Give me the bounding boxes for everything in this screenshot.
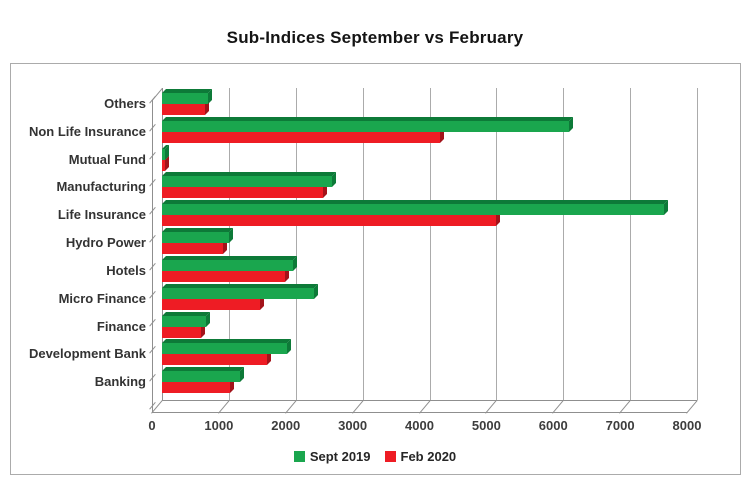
category-label: Life Insurance	[57, 207, 146, 223]
bar-feb-2020	[162, 211, 500, 227]
bar-face	[162, 232, 229, 244]
category-label: Hydro Power	[65, 235, 146, 251]
bar-sept-2019	[162, 144, 169, 160]
bar-feb-2020	[162, 266, 290, 282]
bar-sept-2019	[162, 89, 213, 104]
bar-face	[162, 315, 207, 327]
bar-face	[162, 215, 496, 227]
bar-feb-2020	[162, 127, 444, 143]
legend-swatch-icon	[293, 451, 305, 462]
x-tick-label-1000: 1000	[204, 418, 234, 433]
gridline-7000	[630, 88, 632, 400]
gridline-2000	[295, 88, 297, 400]
bar-face	[162, 204, 664, 216]
legend: Sept 2019 Feb 2020	[0, 449, 750, 464]
bar-face	[162, 159, 165, 171]
gridline-3000	[362, 88, 364, 400]
bar-face	[162, 131, 440, 143]
bar-sept-2019	[162, 283, 319, 299]
bar-feb-2020	[162, 378, 234, 394]
bar-face	[162, 176, 332, 188]
bar-sept-2019	[162, 255, 298, 271]
bar-feb-2020	[162, 100, 209, 115]
bar-sept-2019	[162, 311, 211, 327]
gridline-8000	[697, 88, 698, 400]
bar-face	[162, 243, 223, 255]
bar-face	[162, 298, 260, 310]
legend-item-sept-2019: Sept 2019	[293, 449, 371, 464]
category-label: Micro Finance	[58, 290, 146, 306]
bar-sept-2019	[162, 367, 244, 383]
bar-face	[162, 187, 323, 199]
chart-title: Sub-Indices September vs February	[226, 28, 524, 47]
category-label: Others	[104, 96, 146, 111]
x-tick-label-4000: 4000	[405, 418, 434, 433]
bar-face	[162, 382, 230, 394]
bar-sept-2019	[162, 172, 336, 188]
category-label: Finance	[96, 318, 146, 334]
gridline-4000	[429, 88, 431, 400]
bar-feb-2020	[162, 183, 327, 199]
legend-swatch-icon	[384, 451, 396, 462]
bar-sept-2019	[162, 339, 292, 355]
legend-label: Feb 2020	[400, 449, 457, 464]
bar-face	[162, 120, 569, 132]
bar-face	[162, 270, 286, 282]
left-wall-front-edge	[152, 100, 153, 412]
x-tick-label-2000: 2000	[271, 418, 301, 433]
bar-face	[162, 354, 267, 366]
legend-item-feb-2020: Feb 2020	[384, 449, 457, 464]
gridline-1000	[228, 88, 230, 400]
category-label: Banking	[94, 374, 146, 390]
x-tick-label-6000: 6000	[538, 418, 568, 433]
category-label: Hotels	[106, 262, 146, 278]
bar-face	[162, 93, 209, 104]
bar-feb-2020	[162, 322, 205, 338]
bar-sept-2019	[162, 228, 233, 244]
gridline-6000	[563, 88, 565, 400]
gridline-5000	[496, 88, 498, 400]
bar-face	[162, 371, 240, 383]
category-label: Development Bank	[28, 346, 146, 362]
x-tick-label-5000: 5000	[471, 418, 501, 433]
bar-face	[162, 326, 201, 338]
legend-label: Sept 2019	[309, 449, 371, 464]
x-tick-label-8000: 8000	[672, 418, 702, 433]
bar-face	[162, 259, 294, 271]
bar-face	[162, 343, 288, 355]
bar-feb-2020	[162, 350, 271, 366]
bar-sept-2019	[162, 116, 573, 132]
category-label: Non Life Insurance	[28, 123, 146, 139]
bar-feb-2020	[162, 155, 169, 171]
bar-feb-2020	[162, 239, 227, 255]
category-label: Mutual Fund	[68, 151, 146, 167]
floor-back-edge	[162, 400, 697, 401]
x-tick-label-7000: 7000	[605, 418, 635, 433]
x-tick-label-0: 0	[148, 418, 156, 433]
floor-front-edge	[152, 412, 687, 413]
bar-feb-2020	[162, 294, 264, 310]
x-tick-label-3000: 3000	[338, 418, 368, 433]
category-label: Manufacturing	[56, 179, 146, 195]
bar-face	[162, 104, 205, 115]
bar-sept-2019	[162, 200, 668, 216]
bar-face	[162, 287, 315, 299]
bar-face	[162, 148, 165, 160]
